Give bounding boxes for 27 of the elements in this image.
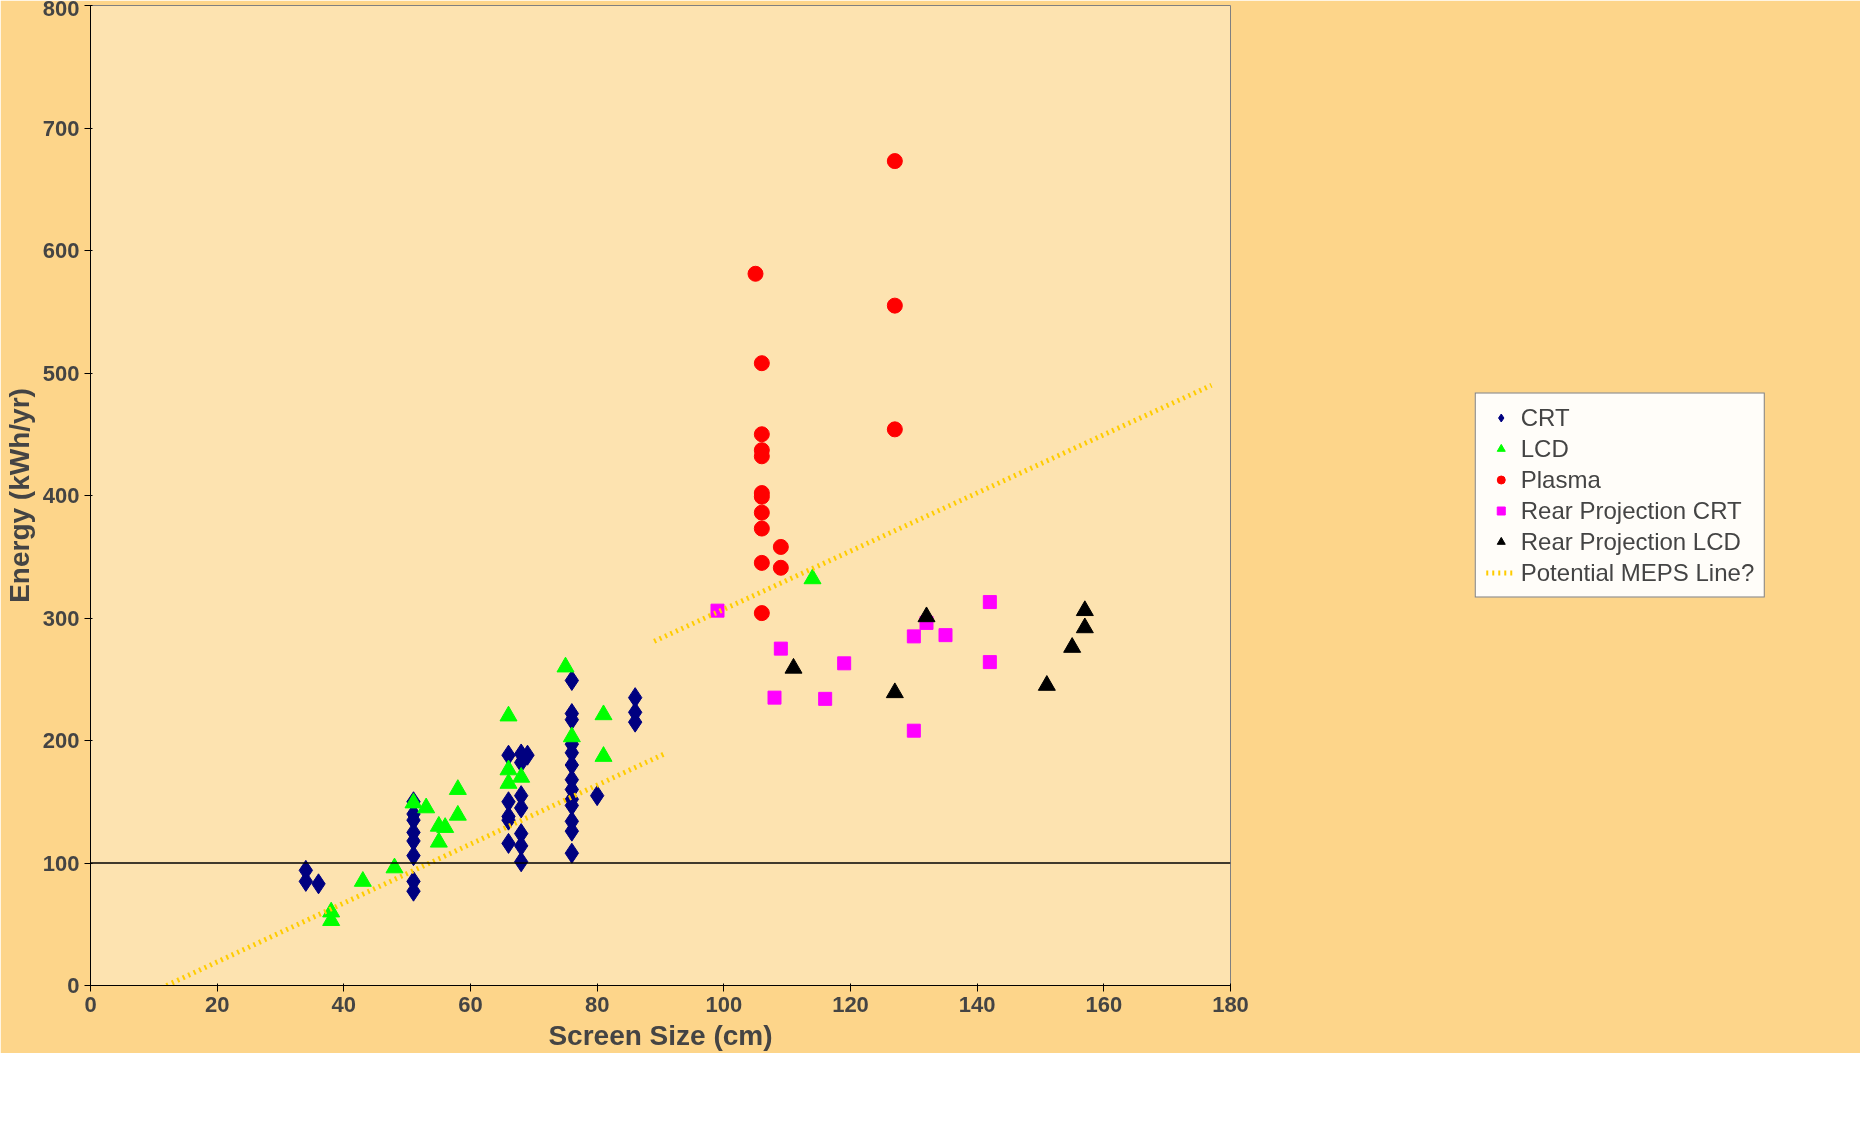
y-tick-label: 700: [42, 115, 80, 141]
x-tick-label: 80: [584, 991, 610, 1017]
legend-label: Rear Projection LCD: [1520, 527, 1741, 556]
legend-label: LCD: [1520, 434, 1569, 463]
legend-label: Potential MEPS Line?: [1520, 558, 1755, 587]
x-axis-title: Screen Size (cm): [548, 1019, 773, 1051]
x-tick-label: 40: [331, 991, 357, 1017]
legend-label: Plasma: [1520, 465, 1601, 494]
x-tick-label: 140: [958, 991, 996, 1017]
y-tick-label: 300: [42, 605, 80, 631]
y-tick-label: 200: [42, 728, 80, 753]
y-tick-label: 0: [67, 973, 80, 998]
x-tick-label: 100: [705, 991, 743, 1017]
x-tick-label: 160: [1085, 991, 1123, 1017]
x-tick-label: 0: [84, 991, 97, 1017]
legend-label: CRT: [1520, 403, 1570, 432]
x-tick-label: 120: [832, 991, 869, 1017]
y-tick-label: 600: [42, 238, 80, 263]
x-tick-label: 20: [204, 991, 230, 1017]
legend-label: Rear Projection CRT: [1520, 496, 1742, 525]
y-tick-label: 400: [42, 483, 80, 508]
y-axis-title: Energy (kWh/yr): [3, 388, 35, 603]
x-tick-label: 60: [458, 991, 483, 1017]
x-tick-label: 180: [1212, 991, 1249, 1017]
y-tick-label: 100: [42, 850, 80, 876]
y-tick-label: 800: [42, 0, 80, 21]
y-tick-label: 500: [42, 360, 80, 386]
